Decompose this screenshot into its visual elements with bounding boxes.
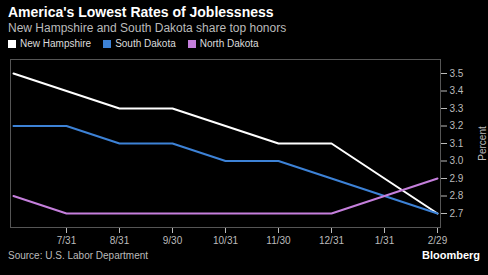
svg-text:1/31: 1/31 bbox=[375, 235, 395, 246]
html-text:Bloomberg: Bloomberg bbox=[421, 249, 480, 261]
svg-text:3.0: 3.0 bbox=[450, 155, 464, 166]
html-text:New Hampshire and South Dakota: New Hampshire and South Dakota share top… bbox=[8, 21, 287, 35]
svg-text:2.8: 2.8 bbox=[450, 190, 464, 201]
svg-text:2.9: 2.9 bbox=[450, 173, 464, 184]
svg-text:2.7: 2.7 bbox=[450, 208, 464, 219]
svg-text:11/30: 11/30 bbox=[266, 235, 291, 246]
svg-text:Percent: Percent bbox=[477, 126, 488, 161]
svg-text:10/31: 10/31 bbox=[213, 235, 238, 246]
svg-text:8/31: 8/31 bbox=[110, 235, 130, 246]
svg-text:12/31: 12/31 bbox=[319, 235, 344, 246]
svg-text:3.5: 3.5 bbox=[450, 68, 464, 79]
html-text:New Hampshire: New Hampshire bbox=[20, 38, 92, 49]
svg-text:9/30: 9/30 bbox=[163, 235, 183, 246]
html-text:America's Lowest Rates of Jobl: America's Lowest Rates of Joblessness bbox=[8, 4, 274, 20]
html-text:South Dakota: South Dakota bbox=[115, 38, 176, 49]
svg-text:3.4: 3.4 bbox=[450, 85, 464, 96]
html-text:North Dakota: North Dakota bbox=[199, 38, 259, 49]
svg-text:3.2: 3.2 bbox=[450, 120, 464, 131]
svg-text:3.1: 3.1 bbox=[450, 138, 464, 149]
html-text:Source: U.S. Labor Department: Source: U.S. Labor Department bbox=[8, 250, 149, 261]
svg-text:2/29: 2/29 bbox=[428, 235, 448, 246]
svg-text:3.3: 3.3 bbox=[450, 103, 464, 114]
svg-text:7/31: 7/31 bbox=[57, 235, 77, 246]
